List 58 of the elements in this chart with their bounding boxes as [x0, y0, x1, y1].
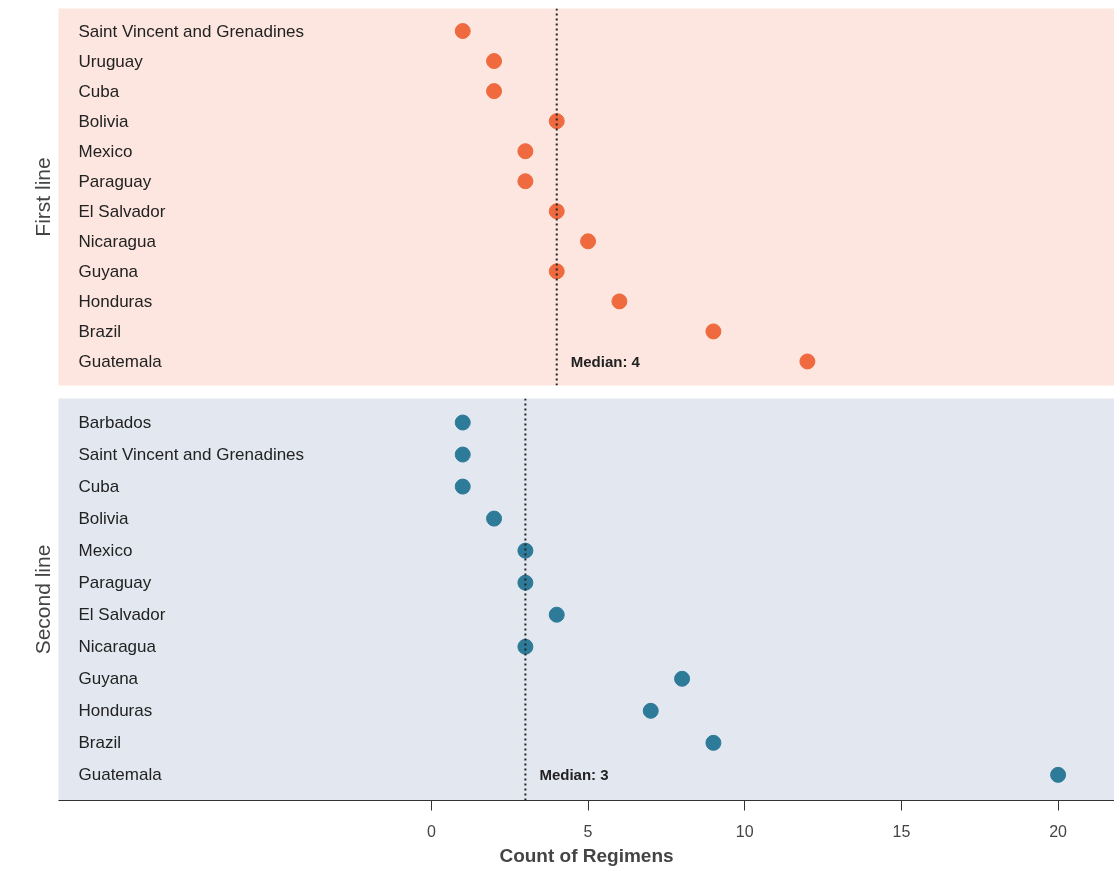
point: [548, 606, 565, 623]
x-tick-label: 0: [426, 822, 436, 840]
point: [517, 173, 534, 190]
point: [580, 233, 597, 250]
y-tick-label: El Salvador: [78, 201, 166, 221]
y-tick-label: Saint Vincent and Grenadines: [78, 21, 305, 41]
y-tick-label: Guatemala: [78, 765, 163, 785]
y-axis-title: Second line: [30, 544, 54, 655]
y-tick-label: Nicaragua: [78, 231, 157, 251]
y-tick-label: Brazil: [78, 733, 122, 753]
point: [454, 478, 471, 495]
y-tick-label: Paraguay: [78, 171, 152, 191]
y-tick-label: Bolivia: [78, 111, 130, 131]
point: [517, 638, 534, 655]
y-tick-label: Guyana: [78, 669, 139, 689]
x-axis-title: Count of Regimens: [499, 844, 674, 866]
ref-line-label: Median: 4: [570, 352, 641, 370]
point: [799, 353, 816, 370]
y-tick-label: Mexico: [78, 141, 133, 161]
y-tick-label: Paraguay: [78, 573, 152, 593]
y-tick-label: Guatemala: [78, 351, 163, 371]
point: [517, 542, 534, 559]
x-tick-label: 15: [892, 822, 911, 840]
y-tick-label: Brazil: [78, 321, 122, 341]
point: [1050, 766, 1067, 783]
y-tick-label: Honduras: [78, 291, 153, 311]
point: [705, 323, 722, 340]
ref-line-label: Median: 3: [539, 766, 609, 784]
point: [517, 574, 534, 591]
point: [454, 446, 471, 463]
point: [454, 414, 471, 431]
x-tick-label: 20: [1049, 822, 1068, 840]
point: [454, 23, 471, 40]
y-tick-label: Mexico: [78, 541, 133, 561]
y-tick-label: Bolivia: [78, 509, 130, 529]
point: [548, 203, 565, 220]
y-tick-label: Nicaragua: [78, 637, 157, 657]
point: [486, 83, 503, 100]
x-tick-label: 10: [735, 822, 754, 840]
y-tick-label: Guyana: [78, 261, 139, 281]
point: [486, 510, 503, 527]
y-tick-label: Barbados: [78, 413, 152, 433]
point: [611, 293, 628, 310]
point: [548, 113, 565, 130]
y-axis-title: First line: [30, 157, 54, 237]
y-tick-label: Cuba: [78, 81, 120, 101]
point: [486, 53, 503, 70]
y-tick-label: Cuba: [78, 477, 120, 497]
y-tick-label: Saint Vincent and Grenadines: [78, 445, 305, 465]
y-tick-label: El Salvador: [78, 605, 166, 625]
y-tick-label: Honduras: [78, 701, 153, 721]
y-tick-label: Uruguay: [78, 51, 144, 71]
point: [705, 734, 722, 751]
x-tick-label: 5: [583, 822, 593, 840]
point: [517, 143, 534, 160]
point: [674, 670, 691, 687]
point: [642, 702, 659, 719]
point: [548, 263, 565, 280]
